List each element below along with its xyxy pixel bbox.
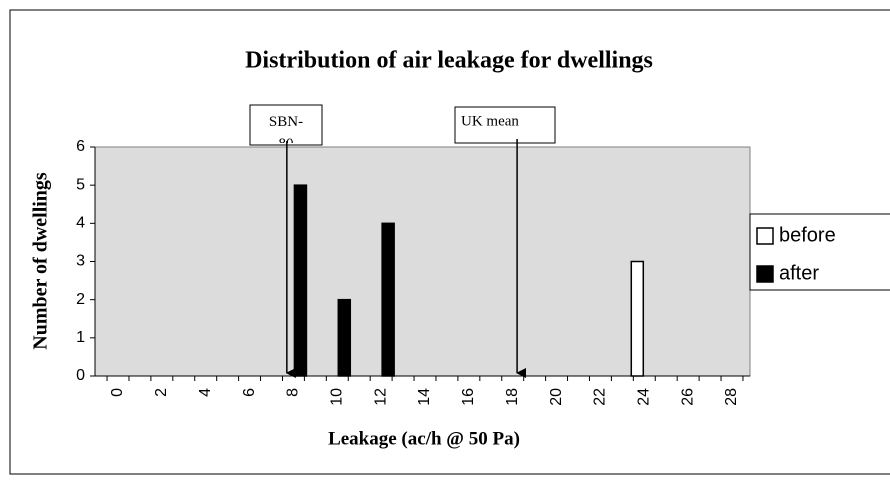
x-tick-label: 18 (504, 388, 521, 406)
annotation-text-clip: SBN-80 (268, 114, 304, 143)
legend-label: before (779, 224, 836, 246)
x-tick-label: 6 (241, 388, 258, 397)
annotation-text: SBN-80 (268, 114, 304, 143)
x-tick-label: 14 (416, 388, 433, 406)
annotation: UK mean (454, 106, 556, 378)
annotation-box (249, 104, 323, 146)
x-axis-label: Leakage (ac/h @ 50 Pa) (328, 428, 520, 449)
y-tick-label: 5 (76, 176, 85, 193)
legend-swatch (756, 265, 774, 283)
x-tick-label: 2 (153, 388, 170, 397)
chart-title: Distribution of air leakage for dwelling… (245, 48, 653, 74)
y-tick-label: 3 (76, 253, 85, 270)
annotation-text: UK mean (461, 113, 519, 129)
bar (381, 222, 395, 377)
x-tick-label: 0 (109, 388, 126, 397)
x-tick-label: 10 (329, 388, 346, 406)
bar (337, 298, 352, 377)
annotation-box (454, 106, 556, 144)
legend-label: after (779, 262, 819, 284)
x-tick-label: 16 (460, 388, 477, 406)
y-tick-label: 4 (76, 215, 85, 232)
annotation-text: SBN-80 (268, 114, 304, 143)
y-tick-label: 6 (76, 138, 85, 155)
x-tick-label: 8 (285, 388, 302, 397)
y-axis-label: Number of dwellings (30, 172, 52, 350)
bar (293, 184, 308, 377)
x-tick-label: 22 (592, 388, 609, 406)
bar (630, 260, 645, 377)
x-tick-label: 26 (679, 388, 696, 406)
x-tick-label: 28 (723, 388, 740, 406)
plot-area (94, 146, 751, 377)
x-tick-label: 12 (372, 388, 389, 406)
annotation-text-clip: UK mean (461, 113, 519, 129)
x-tick-label: 24 (636, 388, 653, 406)
x-tick-label: 4 (197, 388, 214, 397)
y-tick-label: 1 (76, 329, 85, 346)
annotation: SBN-80 (249, 104, 323, 378)
y-tick-label: 2 (76, 291, 85, 308)
x-tick-label: 20 (548, 388, 565, 406)
y-tick-label: 0 (76, 367, 85, 384)
legend-swatch (756, 227, 774, 245)
